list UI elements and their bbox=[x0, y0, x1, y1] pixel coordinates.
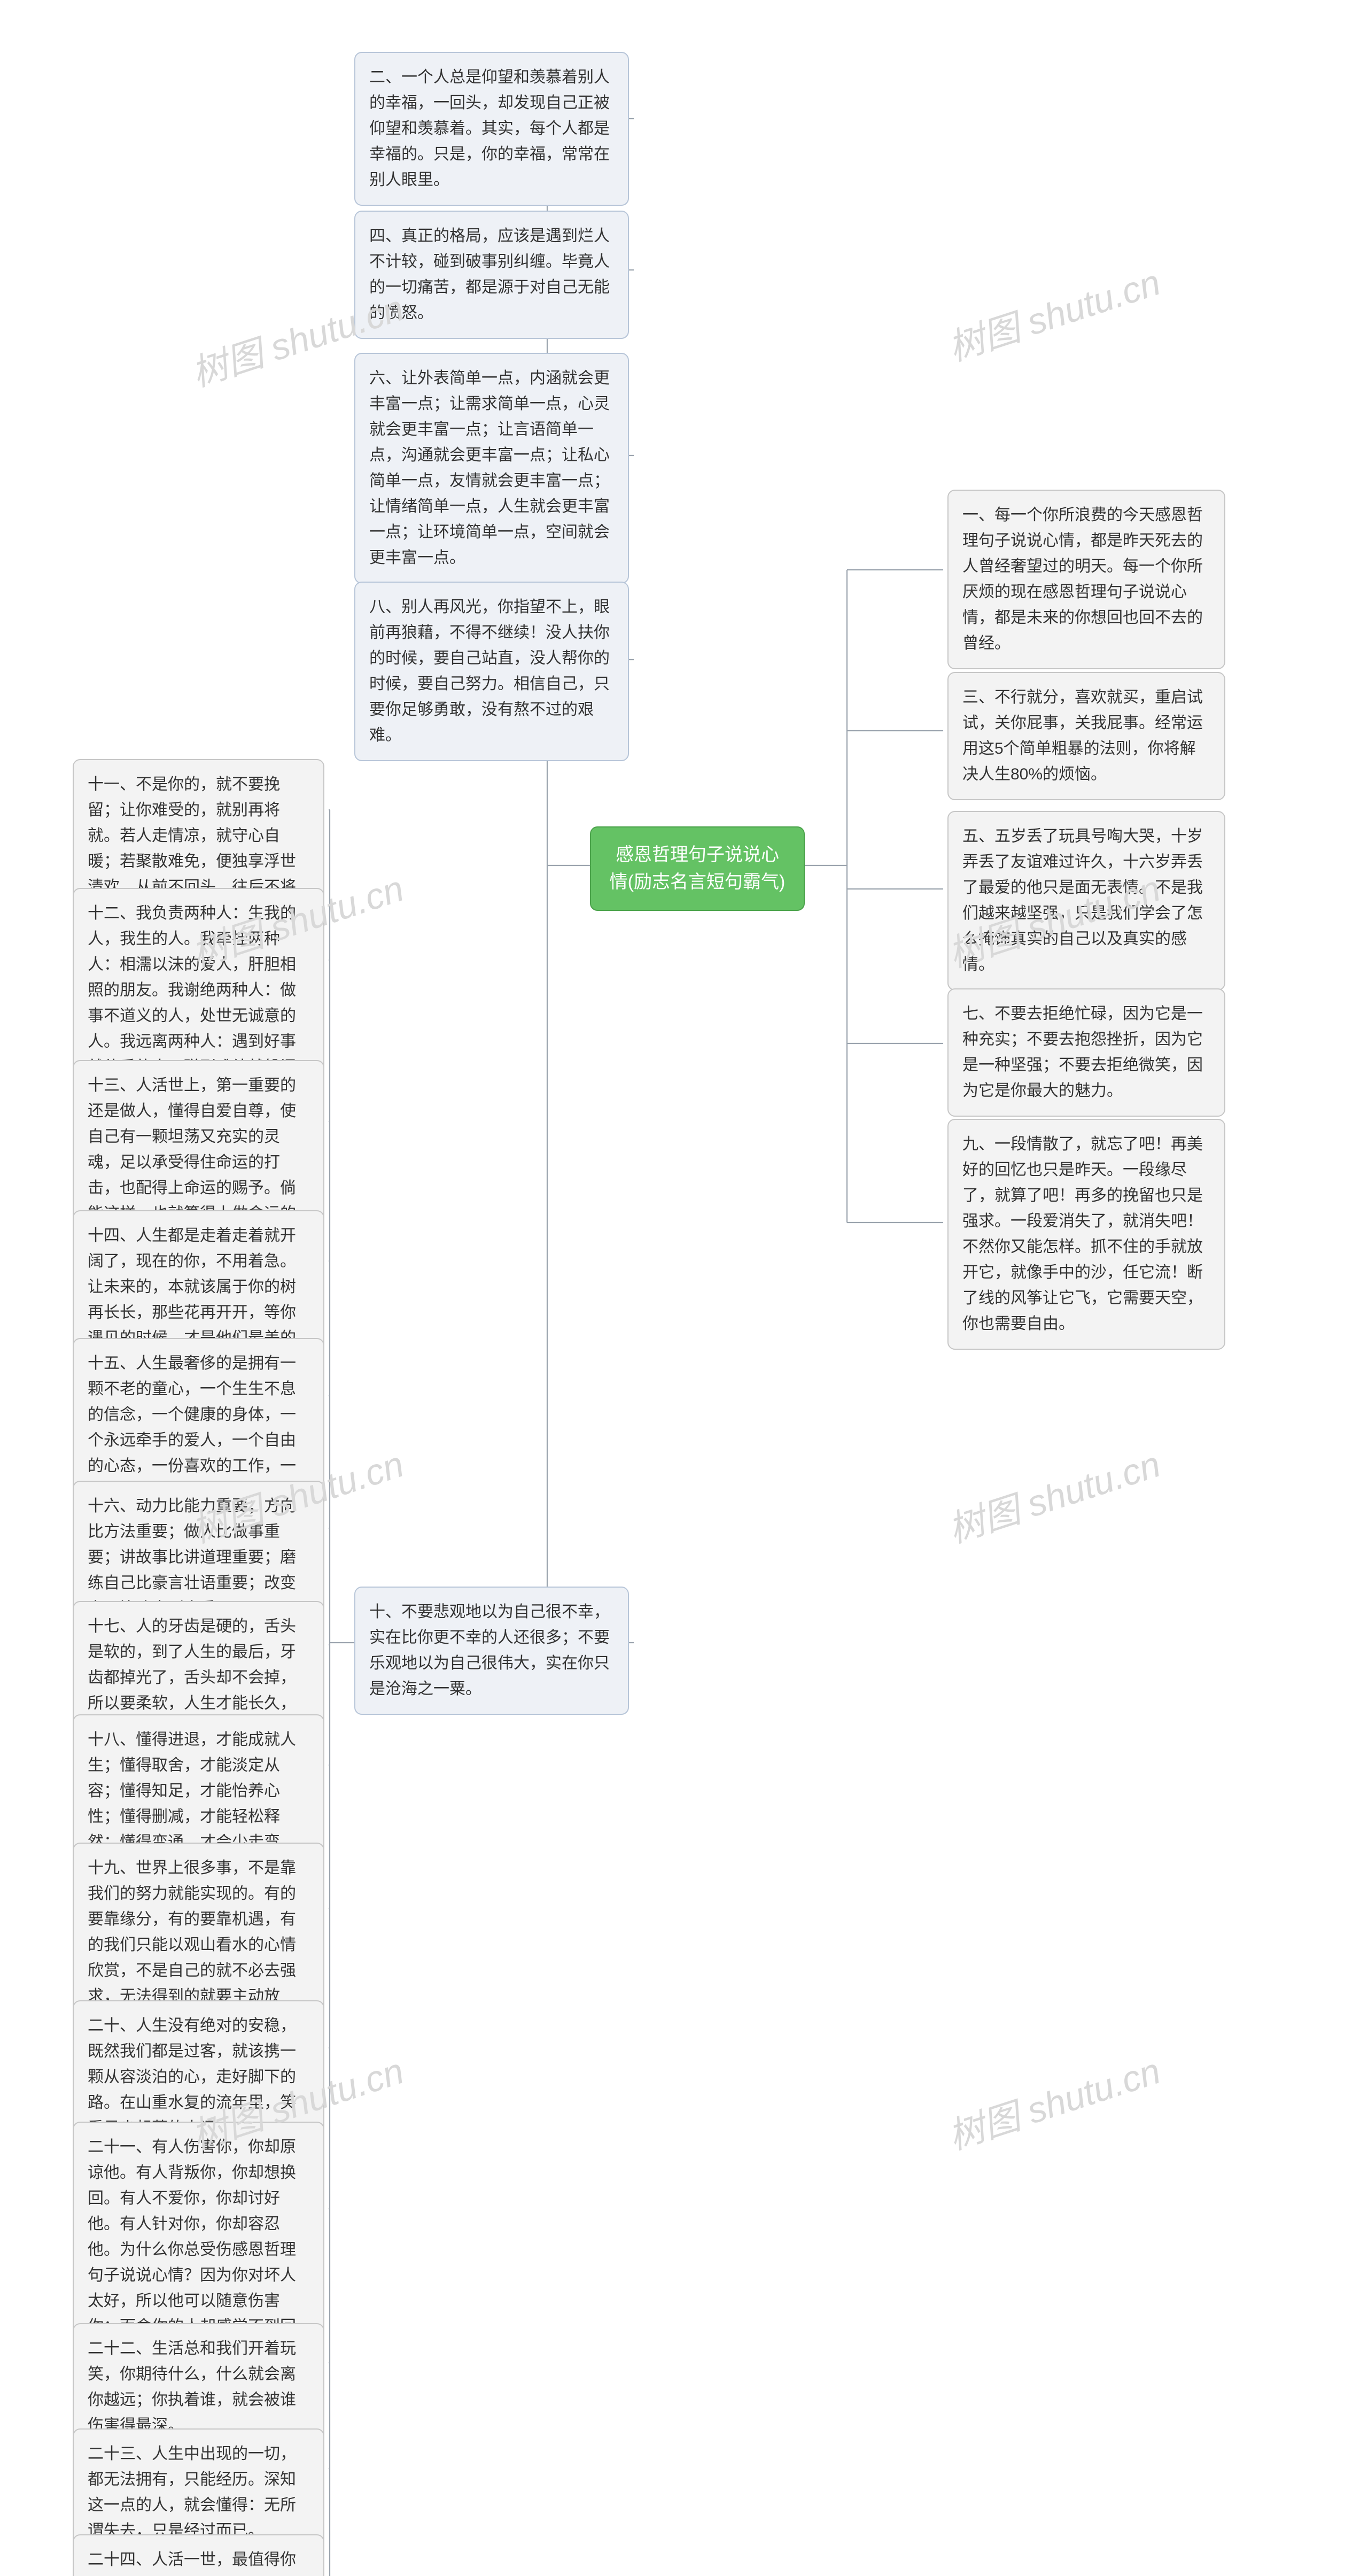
right-node-0: 一、每一个你所浪费的今天感恩哲理句子说说心情，都是昨天死去的人曾经奢望过的明天。… bbox=[947, 490, 1225, 669]
mid-node-1: 四、真正的格局，应该是遇到烂人不计较，碰到破事别纠缠。毕竟人的一切痛苦，都是源于… bbox=[354, 211, 629, 339]
watermark-1: 树图 shutu.cn bbox=[941, 253, 1166, 371]
watermark-4: 树图 shutu.cn bbox=[941, 1435, 1166, 1553]
mid-node-4: 十、不要悲观地以为自己很不幸，实在比你更不幸的人还很多；不要乐观地以为自己很伟大… bbox=[354, 1587, 629, 1715]
mid-node-0: 二、一个人总是仰望和羡慕着别人的幸福，一回头，却发现自己正被仰望和羡慕着。其实，… bbox=[354, 52, 629, 206]
mid-node-2: 六、让外表简单一点，内涵就会更丰富一点；让需求简单一点，心灵就会更丰富一点；让言… bbox=[354, 353, 629, 584]
right-node-3: 七、不要去拒绝忙碌，因为它是一种充实；不要去抱怨挫折，因为它是一种坚强；不要去拒… bbox=[947, 988, 1225, 1117]
left-node-13: 二十四、人活一世，最值得你信任的人是：知道你笑容背后的悲伤，明白你怒火里隐藏的善… bbox=[73, 2534, 324, 2576]
right-node-1: 三、不行就分，喜欢就买，重启试试，关你屁事，关我屁事。经常运用这5个简单粗暴的法… bbox=[947, 672, 1225, 800]
right-node-2: 五、五岁丢了玩具号啕大哭，十岁弄丢了友谊难过许久，十六岁弄丢了最爱的他只是面无表… bbox=[947, 811, 1225, 991]
mid-node-3: 八、别人再风光，你指望不上，眼前再狼藉，不得不继续！没人扶你的时候，要自己站直，… bbox=[354, 582, 629, 761]
mindmap-stage: 感恩哲理句子说说心情(励志名言短句霸气) 一、每一个你所浪费的今天感恩哲理句子说说… bbox=[0, 0, 1368, 2576]
watermark-6: 树图 shutu.cn bbox=[941, 2041, 1166, 2160]
right-node-4: 九、一段情散了，就忘了吧！再美好的回忆也只是昨天。一段缘尽了，就算了吧！再多的挽… bbox=[947, 1119, 1225, 1350]
root-node: 感恩哲理句子说说心情(励志名言短句霸气) bbox=[590, 826, 805, 911]
